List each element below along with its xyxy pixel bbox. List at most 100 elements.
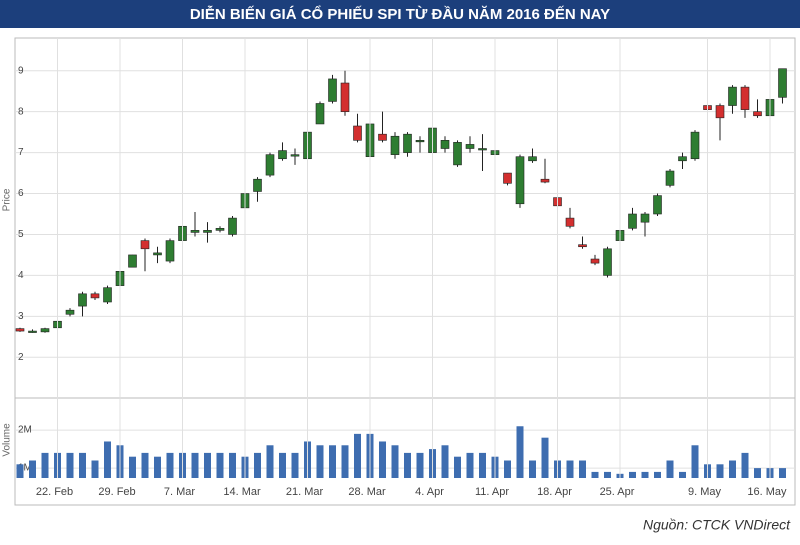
candle-body	[678, 156, 687, 162]
volume-bar	[541, 437, 549, 478]
volume-bar	[204, 452, 211, 478]
volume-bar	[354, 433, 361, 478]
y-tick-label: 9	[18, 65, 24, 76]
candle-body	[603, 248, 612, 276]
volume-bar	[629, 471, 636, 478]
candle-body	[653, 195, 662, 215]
volume-bar	[754, 468, 761, 478]
volume-bar	[66, 452, 74, 478]
candle-body	[340, 82, 350, 112]
candle-body	[465, 144, 475, 149]
candle-body	[715, 105, 725, 119]
volume-bar	[679, 471, 686, 478]
x-tick-label: 18. Apr	[537, 486, 572, 498]
volume-bar	[316, 445, 324, 478]
candle-body	[378, 133, 387, 141]
source-note: Nguồn: CTCK VNDirect	[643, 517, 791, 533]
candle-body	[65, 309, 75, 315]
volume-bar	[91, 460, 99, 478]
candle-body	[390, 135, 400, 155]
volume-bar	[79, 452, 86, 478]
candle-body	[15, 328, 25, 332]
volume-bar	[166, 452, 174, 478]
x-tick-label: 14. Mar	[223, 486, 261, 498]
candle-body	[315, 103, 325, 125]
candle-body	[453, 142, 462, 166]
volume-bar	[466, 452, 474, 478]
y-tick-label: 1M	[18, 463, 32, 474]
y-axis-title: Price	[2, 188, 13, 211]
volume-bar	[29, 460, 36, 478]
volume-bar	[716, 464, 724, 478]
candle-body	[78, 293, 87, 307]
x-tick-label: 25. Apr	[600, 486, 635, 498]
volume-bar	[604, 471, 611, 478]
volume-bar	[691, 445, 699, 478]
candle-body	[228, 217, 237, 235]
volume-bar	[566, 460, 574, 478]
candle-body	[515, 156, 525, 205]
volume-bar	[141, 452, 149, 478]
volume-bar	[291, 452, 299, 478]
volume-bar	[254, 452, 261, 478]
y-tick-label: 3	[18, 311, 24, 322]
volume-bar	[41, 452, 49, 478]
volume-bar	[216, 452, 224, 478]
candle-body	[565, 217, 575, 227]
x-tick-label: 4. Apr	[415, 486, 444, 498]
title-bar	[0, 0, 800, 28]
candle-body	[290, 154, 300, 157]
y-tick-label: 8	[18, 106, 24, 117]
candle-body	[90, 293, 100, 299]
volume-bar	[479, 452, 486, 478]
candle-body	[140, 240, 150, 250]
candle-body	[753, 111, 762, 117]
candle-body	[415, 140, 425, 143]
candle-body	[503, 172, 512, 184]
candle-body	[153, 252, 162, 256]
candle-body	[528, 156, 537, 162]
volume-bar	[191, 452, 199, 478]
volume-bar	[104, 441, 111, 478]
volume-bar	[16, 464, 24, 478]
volume-bar	[579, 460, 586, 478]
candle-body	[278, 150, 287, 160]
plot-frame	[14, 37, 796, 506]
volume-bar	[229, 452, 236, 478]
candle-body	[265, 154, 275, 176]
volume-bar	[266, 445, 274, 478]
candle-body	[628, 213, 637, 229]
volume-bar	[279, 452, 286, 478]
candle-body	[28, 330, 37, 333]
candle-body	[203, 230, 212, 233]
x-tick-label: 16. May	[747, 486, 787, 498]
y-tick-label: 5	[18, 229, 24, 240]
volume-bar	[591, 471, 599, 478]
x-tick-label: 22. Feb	[36, 486, 73, 498]
candle-body	[353, 125, 362, 141]
candle-body	[778, 68, 787, 98]
candle-body	[740, 86, 750, 110]
y-tick-label: 2	[18, 352, 24, 363]
volume-bar	[654, 471, 661, 478]
volume-bar	[441, 445, 449, 478]
volume-bar	[341, 445, 349, 478]
x-tick-label: 11. Apr	[475, 486, 509, 498]
x-tick-label: 7. Mar	[164, 486, 196, 498]
candle-body	[690, 131, 700, 160]
candle-body	[540, 178, 550, 183]
x-tick-label: 29. Feb	[98, 486, 135, 498]
volume-bar	[454, 456, 461, 478]
candle-body	[403, 133, 412, 153]
candle-body	[190, 230, 200, 233]
candle-body	[128, 254, 137, 268]
volume-bar	[504, 460, 511, 478]
volume-bar	[129, 456, 136, 478]
volume-bar	[404, 452, 411, 478]
x-tick-label: 9. May	[688, 486, 722, 498]
y-axis-title: Volume	[2, 423, 13, 457]
volume-bar	[154, 456, 161, 478]
candle-body	[590, 258, 600, 264]
candle-body	[728, 86, 737, 106]
